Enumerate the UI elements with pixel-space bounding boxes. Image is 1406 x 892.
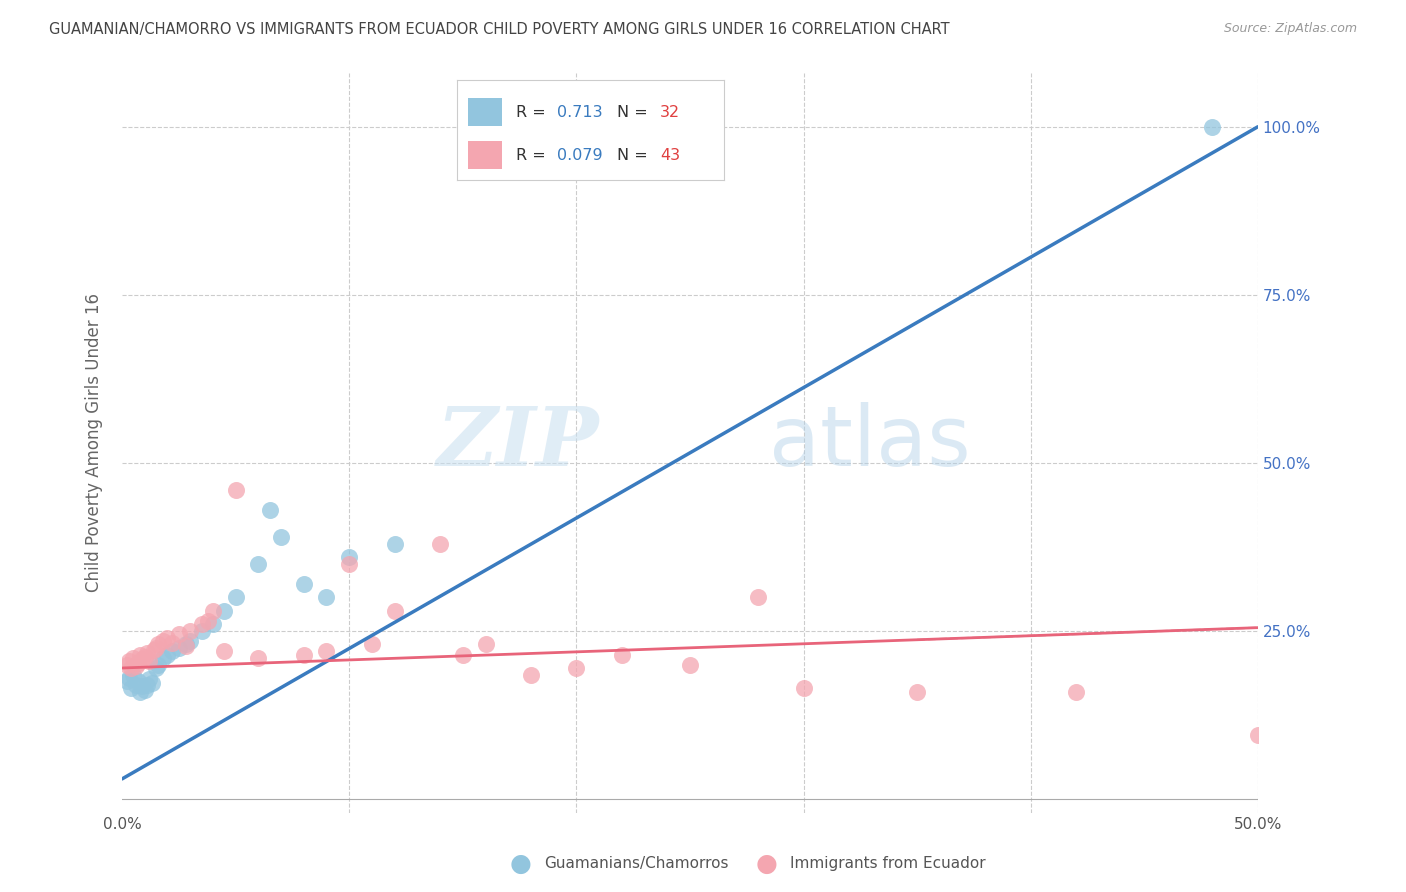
Point <box>122 667 145 681</box>
Point <box>125 659 148 673</box>
Point <box>201 617 224 632</box>
Point <box>361 637 384 651</box>
Point <box>225 483 247 497</box>
Point <box>131 652 153 666</box>
Point <box>292 648 315 662</box>
Point <box>145 661 167 675</box>
Point <box>160 644 183 658</box>
Point <box>520 667 543 681</box>
Point <box>1247 728 1270 742</box>
Text: Source: ZipAtlas.com: Source: ZipAtlas.com <box>1223 22 1357 36</box>
Point <box>127 674 149 689</box>
Point <box>474 637 496 651</box>
Point <box>167 640 190 655</box>
Text: Immigrants from Ecuador: Immigrants from Ecuador <box>790 856 986 871</box>
Point <box>190 617 212 632</box>
Point <box>259 503 281 517</box>
Point <box>134 649 156 664</box>
Text: GUAMANIAN/CHAMORRO VS IMMIGRANTS FROM ECUADOR CHILD POVERTY AMONG GIRLS UNDER 16: GUAMANIAN/CHAMORRO VS IMMIGRANTS FROM EC… <box>49 22 950 37</box>
Point <box>270 530 292 544</box>
Point <box>136 678 159 692</box>
Point <box>315 644 337 658</box>
Point <box>292 577 315 591</box>
Point <box>214 604 236 618</box>
Point <box>1064 684 1087 698</box>
Text: ●: ● <box>755 852 778 875</box>
Point <box>125 678 148 692</box>
Point <box>145 640 167 655</box>
Point <box>160 636 183 650</box>
Point <box>214 644 236 658</box>
Text: ZIP: ZIP <box>436 403 599 483</box>
Point <box>131 679 153 693</box>
Point <box>179 634 201 648</box>
Point <box>197 614 219 628</box>
Point <box>134 683 156 698</box>
Point <box>118 654 141 668</box>
Text: Guamanians/Chamorros: Guamanians/Chamorros <box>544 856 728 871</box>
Point <box>384 536 406 550</box>
Point <box>315 591 337 605</box>
Point <box>129 684 152 698</box>
Point <box>142 643 165 657</box>
Point <box>1201 120 1223 134</box>
Point <box>747 591 769 605</box>
Point <box>152 634 174 648</box>
Point <box>118 671 141 685</box>
Point <box>174 639 197 653</box>
Point <box>679 657 702 672</box>
Point <box>610 648 633 662</box>
Point <box>384 604 406 618</box>
Point <box>337 557 360 571</box>
Point <box>136 646 159 660</box>
Point <box>451 648 474 662</box>
Point <box>337 550 360 565</box>
Point <box>138 654 160 668</box>
Point <box>122 651 145 665</box>
Point <box>174 637 197 651</box>
Text: ●: ● <box>509 852 531 875</box>
Point <box>225 591 247 605</box>
Point <box>152 651 174 665</box>
Point <box>138 673 160 687</box>
Point <box>129 648 152 662</box>
Point <box>127 657 149 671</box>
Point <box>179 624 201 638</box>
Point <box>167 627 190 641</box>
Point <box>120 661 142 675</box>
Y-axis label: Child Poverty Among Girls Under 16: Child Poverty Among Girls Under 16 <box>86 293 103 592</box>
Point <box>156 631 179 645</box>
Point <box>148 657 170 672</box>
Point <box>247 557 270 571</box>
Point <box>201 604 224 618</box>
Point <box>115 657 138 672</box>
Text: atlas: atlas <box>769 402 972 483</box>
Point <box>247 651 270 665</box>
Point <box>156 648 179 662</box>
Point <box>792 681 814 695</box>
Point <box>565 661 588 675</box>
Point <box>141 676 163 690</box>
Point <box>120 681 142 695</box>
Point <box>148 637 170 651</box>
Point <box>115 674 138 689</box>
Point <box>190 624 212 638</box>
Point <box>905 684 928 698</box>
Point <box>429 536 451 550</box>
